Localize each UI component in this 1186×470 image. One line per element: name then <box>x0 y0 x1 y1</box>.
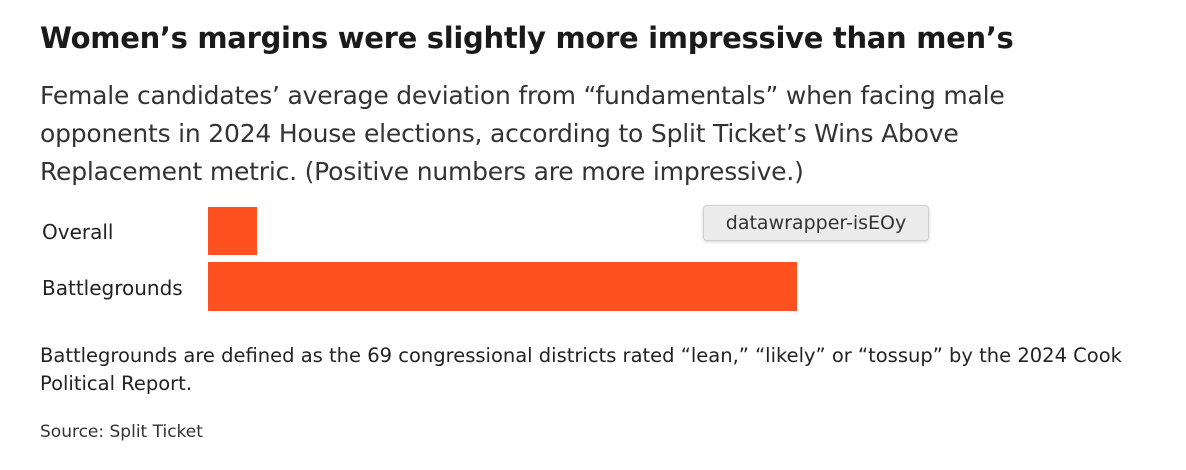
bar-overall[interactable] <box>208 207 257 255</box>
chart-subtitle: Female candidates’ average deviation fro… <box>40 81 1005 186</box>
category-label-battlegrounds: Battlegrounds <box>42 276 183 300</box>
chart-source: Source: Split Ticket <box>40 422 203 442</box>
chart-title: Women’s margins were slightly more impre… <box>40 21 1014 55</box>
bar-battlegrounds[interactable] <box>208 262 797 311</box>
category-label-overall: Overall <box>42 220 114 244</box>
element-id-tooltip: datawrapper-isEOy <box>703 205 929 241</box>
chart-note: Battlegrounds are defined as the 69 cong… <box>40 344 1122 395</box>
